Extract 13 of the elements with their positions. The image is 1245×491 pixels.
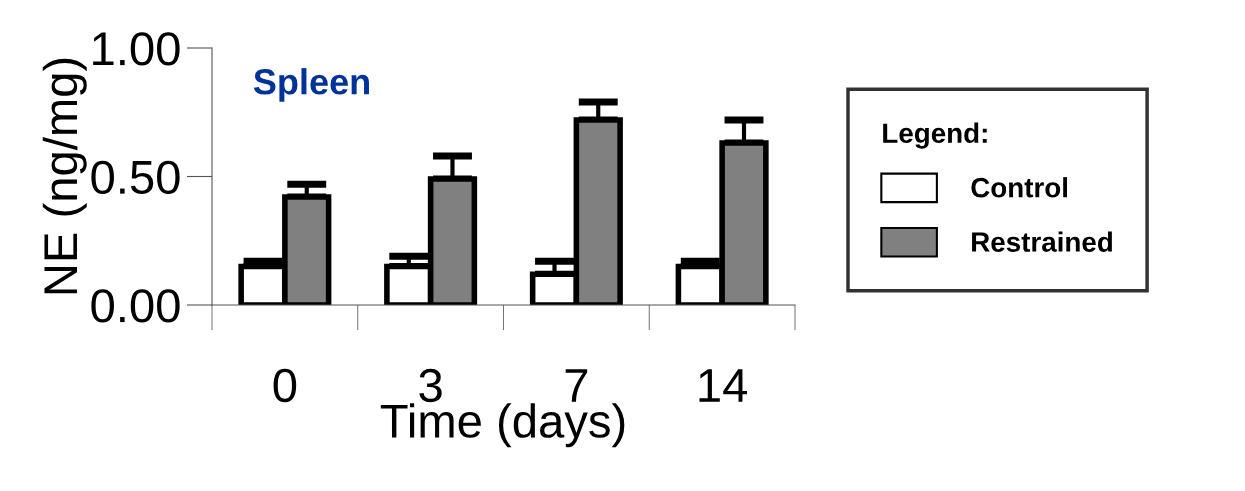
legend-title: Legend: bbox=[883, 122, 987, 149]
y-tick-label: 0.00 bbox=[91, 289, 180, 323]
x-tick-label: 0 bbox=[273, 368, 297, 403]
chart-title: Spleen bbox=[253, 68, 369, 102]
x-tick-label: 14 bbox=[699, 369, 748, 402]
x-axis-title: Time (days) bbox=[380, 403, 625, 448]
legend-label: Restrained bbox=[972, 231, 1112, 252]
legend-label: Control bbox=[971, 177, 1067, 198]
x-tick-label: 7 bbox=[565, 369, 588, 402]
x-tick-label: 3 bbox=[419, 368, 442, 403]
y-axis-title: NE (ng/mg) bbox=[42, 58, 87, 294]
y-tick-label: 0.50 bbox=[91, 160, 180, 195]
y-tick-label: 1.00 bbox=[93, 32, 180, 66]
